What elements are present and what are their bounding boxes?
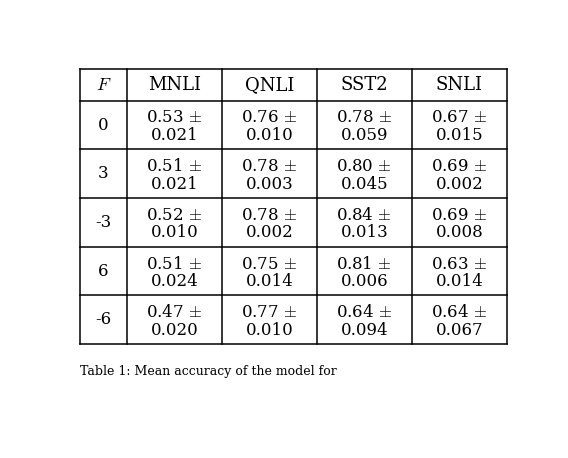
Text: -3: -3: [95, 214, 111, 231]
Text: 0.015: 0.015: [436, 127, 483, 144]
Text: 0.75 $\pm$: 0.75 $\pm$: [241, 256, 298, 273]
Text: 0.014: 0.014: [436, 273, 483, 290]
Text: 0.81 $\pm$: 0.81 $\pm$: [336, 256, 392, 273]
Text: 3: 3: [98, 165, 108, 182]
Text: 0.47 $\pm$: 0.47 $\pm$: [146, 304, 202, 321]
Text: 0.045: 0.045: [340, 176, 388, 193]
Text: 0.021: 0.021: [151, 127, 198, 144]
Text: 0.021: 0.021: [151, 176, 198, 193]
Text: 0.51 $\pm$: 0.51 $\pm$: [146, 256, 202, 273]
Text: 0.78 $\pm$: 0.78 $\pm$: [241, 158, 298, 175]
Text: $\mathit{F}$: $\mathit{F}$: [95, 76, 111, 94]
Text: 0.67 $\pm$: 0.67 $\pm$: [431, 109, 487, 126]
Text: 0.78 $\pm$: 0.78 $\pm$: [336, 109, 392, 126]
Text: 0.010: 0.010: [245, 322, 293, 339]
Text: 0.006: 0.006: [340, 273, 388, 290]
Text: 0.52 $\pm$: 0.52 $\pm$: [146, 207, 202, 224]
Text: -6: -6: [95, 311, 111, 328]
Text: 0.69 $\pm$: 0.69 $\pm$: [431, 207, 487, 224]
Text: MNLI: MNLI: [148, 76, 201, 94]
Text: Table 1: Mean accuracy of the model for: Table 1: Mean accuracy of the model for: [80, 365, 337, 378]
Text: 6: 6: [98, 262, 108, 279]
Text: 0.64 $\pm$: 0.64 $\pm$: [336, 304, 392, 321]
Text: 0.76 $\pm$: 0.76 $\pm$: [241, 109, 298, 126]
Text: 0.010: 0.010: [245, 127, 293, 144]
Text: SST2: SST2: [340, 76, 388, 94]
Text: 0.69 $\pm$: 0.69 $\pm$: [431, 158, 487, 175]
Text: 0.003: 0.003: [245, 176, 293, 193]
Text: SNLI: SNLI: [436, 76, 483, 94]
Text: 0.014: 0.014: [245, 273, 293, 290]
Text: 0.020: 0.020: [151, 322, 198, 339]
Text: 0: 0: [98, 116, 108, 134]
Text: 0.64 $\pm$: 0.64 $\pm$: [431, 304, 487, 321]
Text: 0.77 $\pm$: 0.77 $\pm$: [241, 304, 298, 321]
Text: 0.002: 0.002: [436, 176, 483, 193]
Text: 0.094: 0.094: [340, 322, 388, 339]
Text: 0.84 $\pm$: 0.84 $\pm$: [336, 207, 392, 224]
Text: 0.51 $\pm$: 0.51 $\pm$: [146, 158, 202, 175]
Text: 0.067: 0.067: [436, 322, 483, 339]
Text: 0.80 $\pm$: 0.80 $\pm$: [336, 158, 392, 175]
Text: QNLI: QNLI: [245, 76, 294, 94]
Text: 0.002: 0.002: [245, 224, 293, 241]
Text: 0.059: 0.059: [341, 127, 388, 144]
Text: 0.63 $\pm$: 0.63 $\pm$: [431, 256, 487, 273]
Text: 0.024: 0.024: [151, 273, 198, 290]
Text: 0.78 $\pm$: 0.78 $\pm$: [241, 207, 298, 224]
Text: 0.010: 0.010: [151, 224, 198, 241]
Text: 0.008: 0.008: [436, 224, 483, 241]
Text: 0.53 $\pm$: 0.53 $\pm$: [146, 109, 202, 126]
Text: 0.013: 0.013: [340, 224, 388, 241]
